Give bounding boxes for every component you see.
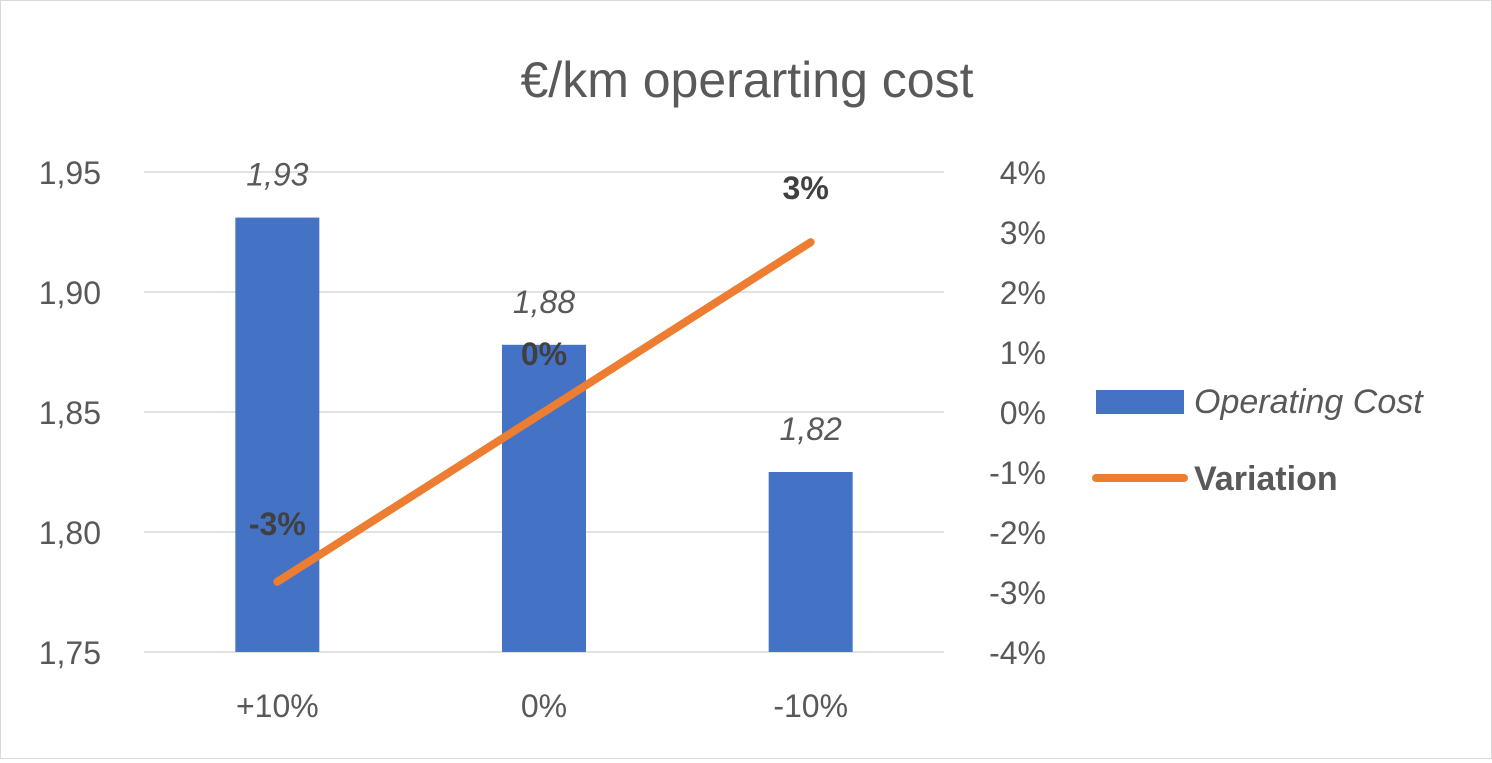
- right-axis-tick-label: -1%: [989, 455, 1046, 491]
- bar-operating-cost: [768, 472, 853, 652]
- right-axis-tick-label: -2%: [989, 515, 1046, 551]
- line-data-label: 0%: [521, 336, 567, 372]
- legend-label-operating-cost: Operating Cost: [1194, 383, 1424, 421]
- bar-operating-cost: [235, 217, 320, 652]
- data-labels: 1,93 1,88 1,82 -3% 0% 3%: [246, 157, 842, 542]
- right-axis-tick-label: -3%: [989, 575, 1046, 611]
- legend-swatch-operating-cost: [1096, 390, 1184, 414]
- right-y-axis: 4% 3% 2% 1% 0% -1% -2% -3% -4%: [989, 155, 1046, 671]
- right-axis-tick-label: 4%: [1000, 155, 1046, 191]
- x-axis: +10% 0% -10%: [236, 688, 848, 724]
- bar-data-label: 1,82: [780, 411, 842, 447]
- right-axis-tick-label: 1%: [1000, 335, 1046, 371]
- left-axis-tick-label: 1,80: [39, 515, 101, 551]
- right-axis-tick-label: 3%: [1000, 215, 1046, 251]
- left-axis-tick-label: 1,75: [39, 635, 101, 671]
- left-axis-tick-label: 1,85: [39, 395, 101, 431]
- legend-label-variation: Variation: [1194, 460, 1338, 498]
- line-series: [273, 238, 815, 586]
- left-y-axis: 1,95 1,90 1,85 1,80 1,75: [39, 155, 101, 671]
- line-variation: [273, 238, 815, 586]
- bar-series: [235, 217, 853, 652]
- line-data-label: 3%: [783, 170, 829, 206]
- line-data-label: -3%: [249, 506, 306, 542]
- bar-data-label: 1,93: [246, 157, 308, 193]
- bar-data-label: 1,88: [513, 284, 575, 320]
- x-axis-tick-label: +10%: [236, 688, 319, 724]
- legend: Operating Cost Variation: [1092, 383, 1424, 498]
- left-axis-tick-label: 1,95: [39, 155, 101, 191]
- right-axis-tick-label: 2%: [1000, 275, 1046, 311]
- left-axis-tick-label: 1,90: [39, 275, 101, 311]
- chart-title: €/km operarting cost: [521, 52, 974, 108]
- right-axis-tick-label: -4%: [989, 635, 1046, 671]
- x-axis-tick-label: -10%: [773, 688, 848, 724]
- x-axis-tick-label: 0%: [521, 688, 567, 724]
- right-axis-tick-label: 0%: [1000, 395, 1046, 431]
